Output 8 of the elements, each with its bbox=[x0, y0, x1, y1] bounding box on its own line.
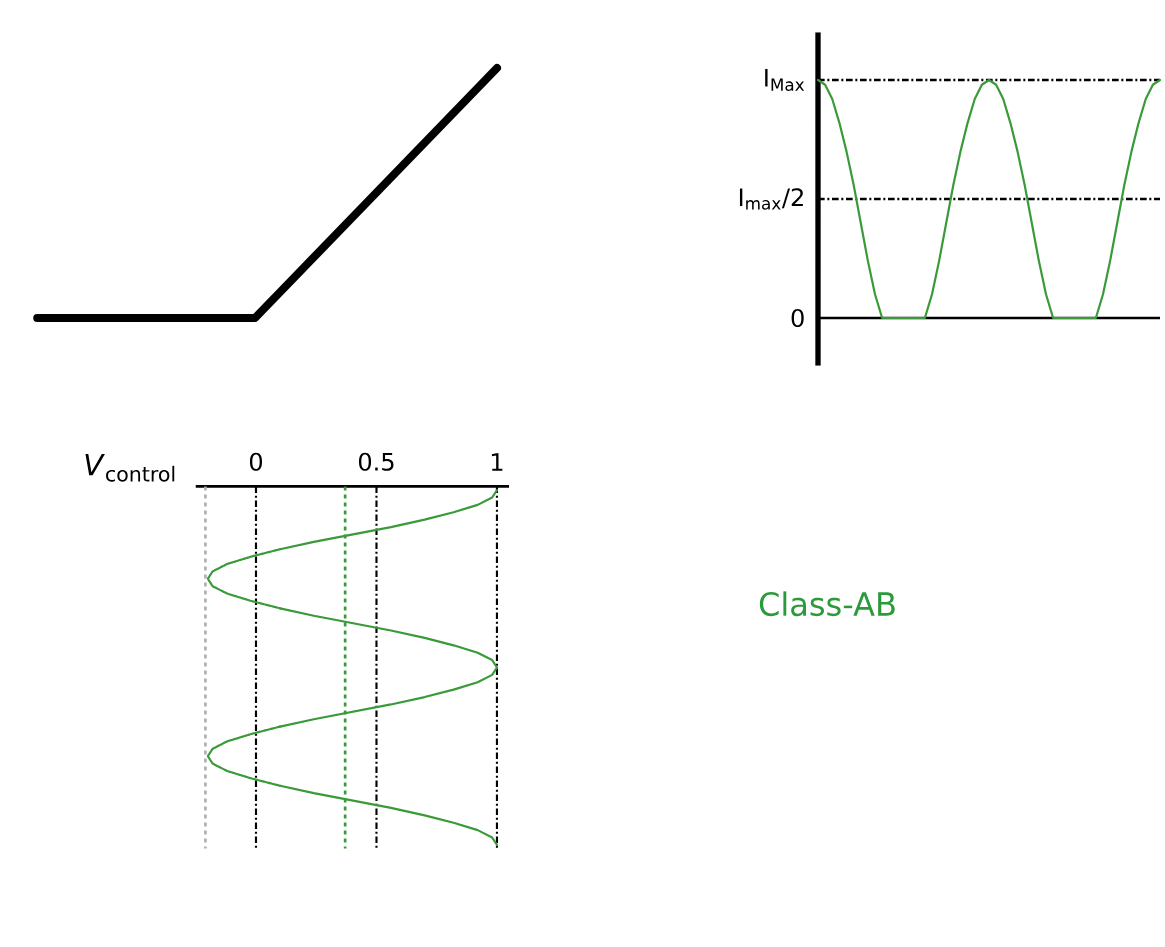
ref-line-label: 0 bbox=[791, 308, 804, 328]
x-tick-label: 0.5 bbox=[358, 452, 394, 471]
text: Class-AB bbox=[759, 591, 895, 617]
ref-line-label: I$_{Max}$ bbox=[765, 68, 805, 92]
x-axis-title: V$_{control}$ bbox=[85, 453, 175, 482]
x-tick-label: 1 bbox=[491, 453, 503, 471]
ref-line-label: I$_{max}$/2 bbox=[739, 188, 803, 210]
x-tick-label: 0 bbox=[249, 452, 263, 471]
